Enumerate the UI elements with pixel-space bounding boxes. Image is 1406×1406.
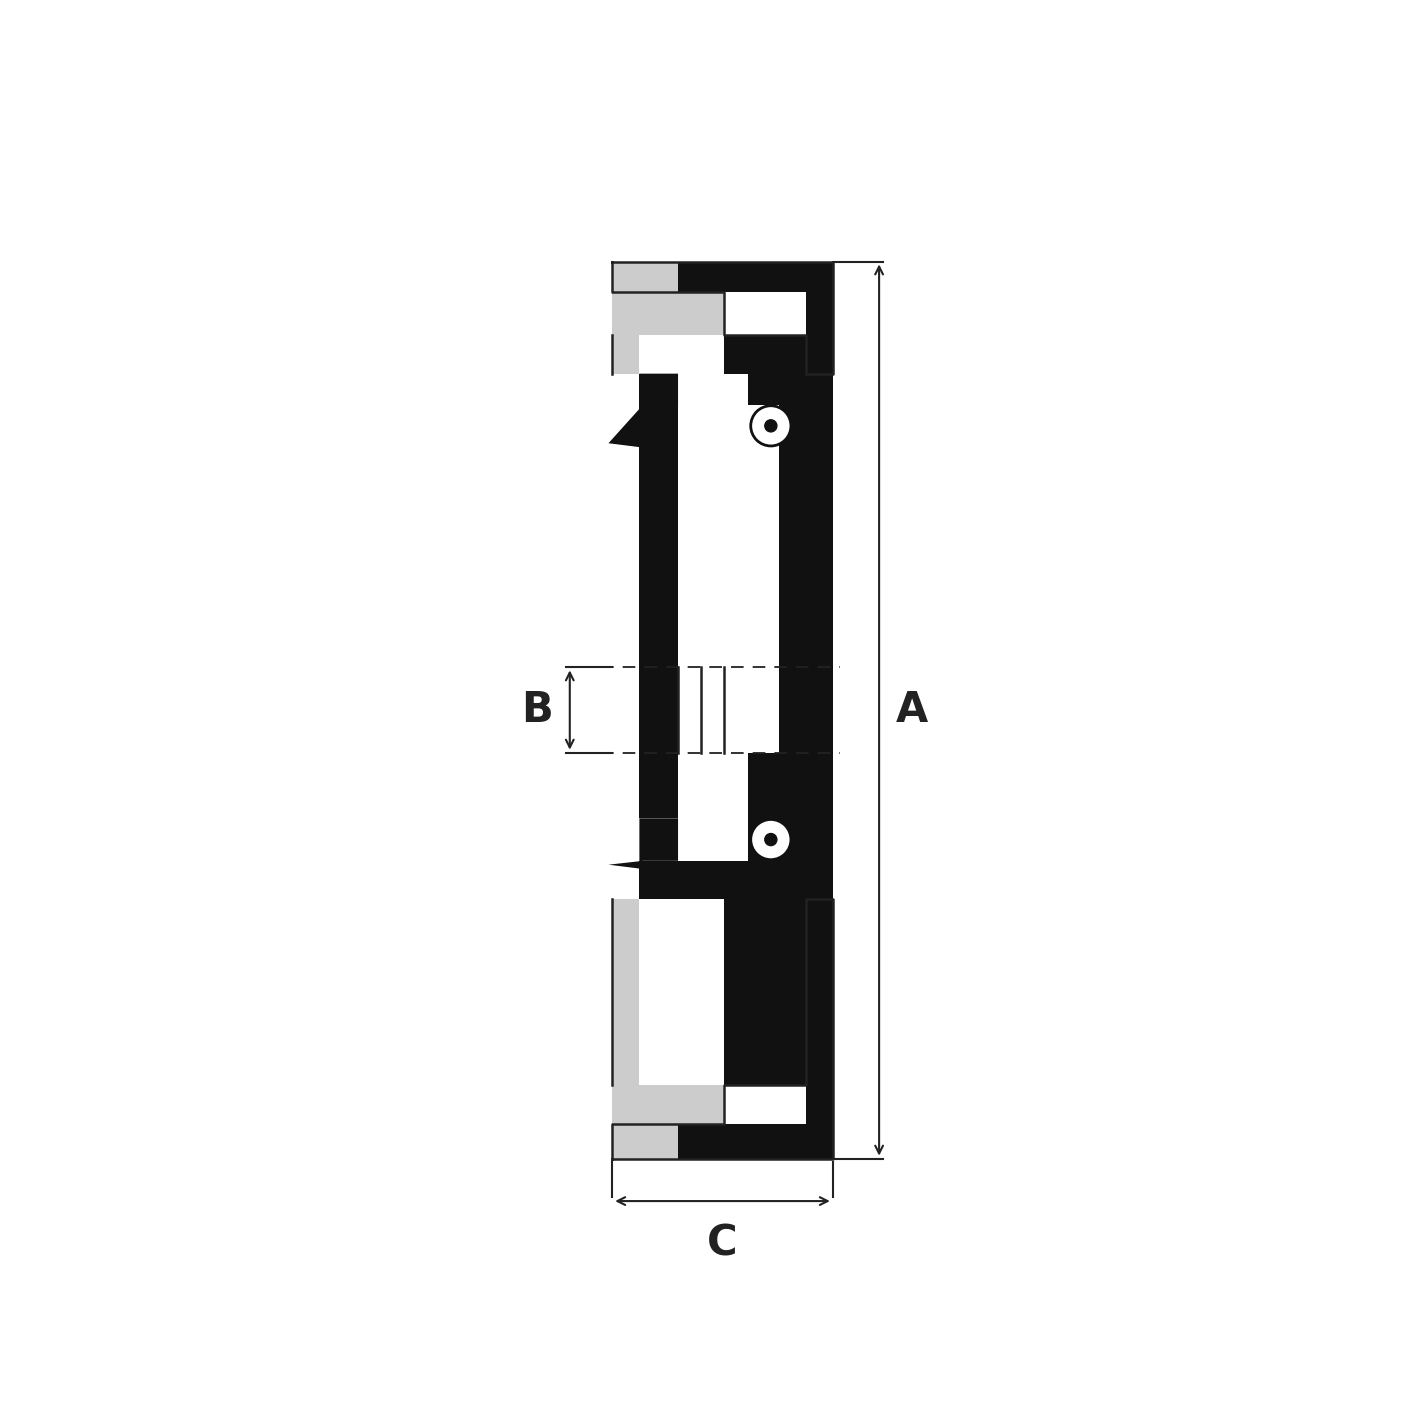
Polygon shape <box>640 374 832 668</box>
Polygon shape <box>748 752 832 818</box>
Circle shape <box>751 820 792 859</box>
Polygon shape <box>779 447 832 668</box>
Polygon shape <box>640 752 832 818</box>
Polygon shape <box>640 860 832 900</box>
Polygon shape <box>613 292 724 335</box>
Polygon shape <box>724 900 806 1085</box>
Circle shape <box>751 406 792 446</box>
Polygon shape <box>678 262 832 292</box>
Polygon shape <box>609 374 678 447</box>
Polygon shape <box>613 900 640 1085</box>
Circle shape <box>765 834 778 845</box>
Polygon shape <box>678 1123 832 1159</box>
Text: A: A <box>896 689 928 731</box>
Polygon shape <box>779 668 832 752</box>
Polygon shape <box>724 335 806 374</box>
Polygon shape <box>609 818 678 869</box>
Text: C: C <box>707 1223 738 1265</box>
Text: B: B <box>522 689 553 731</box>
Polygon shape <box>613 262 678 292</box>
Circle shape <box>765 420 778 432</box>
Polygon shape <box>806 900 832 1123</box>
Polygon shape <box>806 292 832 374</box>
Polygon shape <box>748 374 832 405</box>
Polygon shape <box>640 752 678 818</box>
Polygon shape <box>613 1085 724 1123</box>
Polygon shape <box>613 1123 678 1159</box>
Polygon shape <box>613 335 640 374</box>
Polygon shape <box>748 818 832 860</box>
Polygon shape <box>640 374 678 668</box>
Polygon shape <box>640 668 678 752</box>
